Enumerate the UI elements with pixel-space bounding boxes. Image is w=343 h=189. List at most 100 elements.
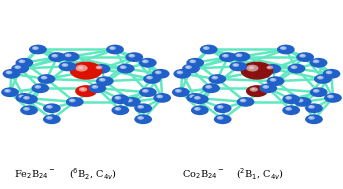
Circle shape (139, 117, 142, 119)
Circle shape (185, 65, 192, 69)
Circle shape (66, 54, 69, 56)
Circle shape (178, 71, 181, 73)
Circle shape (296, 52, 314, 62)
Text: ($^2$B$_1$, C$_{4v}$): ($^2$B$_1$, C$_{4v}$) (236, 167, 284, 182)
Circle shape (237, 97, 255, 107)
Circle shape (15, 93, 33, 103)
Circle shape (241, 99, 244, 101)
Circle shape (96, 66, 103, 69)
Circle shape (249, 66, 254, 69)
Circle shape (282, 105, 300, 115)
Circle shape (314, 60, 317, 62)
Circle shape (88, 83, 106, 93)
Circle shape (189, 95, 196, 98)
Circle shape (267, 66, 273, 69)
Circle shape (106, 45, 124, 54)
Circle shape (15, 58, 33, 68)
Circle shape (4, 89, 11, 93)
Circle shape (287, 64, 305, 74)
Circle shape (200, 45, 217, 54)
Circle shape (191, 105, 209, 115)
Circle shape (236, 53, 243, 57)
Circle shape (23, 107, 30, 111)
Circle shape (47, 117, 50, 119)
Circle shape (233, 63, 239, 67)
Circle shape (308, 116, 315, 120)
Circle shape (38, 74, 56, 84)
Circle shape (212, 76, 218, 80)
Circle shape (262, 85, 269, 89)
Circle shape (172, 87, 190, 97)
Circle shape (191, 95, 194, 97)
Circle shape (194, 96, 201, 100)
Circle shape (309, 106, 312, 108)
Circle shape (96, 76, 114, 86)
Circle shape (139, 58, 157, 68)
Circle shape (214, 103, 232, 113)
Circle shape (314, 74, 332, 84)
Circle shape (53, 55, 56, 56)
Circle shape (117, 64, 134, 74)
Circle shape (224, 55, 227, 56)
Circle shape (326, 70, 332, 74)
Circle shape (115, 107, 121, 111)
Circle shape (263, 64, 281, 74)
Circle shape (62, 52, 80, 62)
Circle shape (309, 117, 312, 119)
Circle shape (20, 94, 38, 104)
Circle shape (313, 89, 320, 93)
Circle shape (327, 95, 334, 98)
Circle shape (318, 77, 321, 78)
Circle shape (20, 95, 23, 97)
Circle shape (78, 66, 83, 69)
Circle shape (3, 69, 20, 79)
Circle shape (66, 97, 84, 107)
Circle shape (234, 64, 237, 66)
Circle shape (186, 58, 204, 68)
Circle shape (92, 85, 98, 89)
Circle shape (46, 116, 53, 120)
Text: ($^6$B$_2$, C$_{4v}$): ($^6$B$_2$, C$_{4v}$) (69, 167, 117, 182)
Circle shape (70, 62, 103, 80)
Circle shape (134, 114, 152, 124)
Circle shape (137, 116, 144, 120)
Circle shape (251, 88, 255, 90)
Circle shape (14, 65, 21, 69)
Circle shape (143, 90, 146, 91)
Circle shape (142, 60, 149, 63)
Circle shape (264, 86, 267, 88)
Circle shape (25, 108, 28, 109)
Circle shape (34, 85, 41, 89)
Circle shape (121, 66, 124, 68)
Circle shape (29, 45, 47, 54)
Circle shape (219, 52, 237, 62)
Circle shape (156, 71, 159, 73)
Circle shape (329, 95, 332, 97)
Circle shape (287, 97, 290, 98)
Circle shape (116, 108, 119, 109)
Circle shape (146, 76, 153, 80)
Circle shape (75, 65, 88, 71)
Circle shape (202, 83, 220, 93)
Circle shape (277, 45, 295, 54)
Circle shape (310, 58, 328, 68)
Circle shape (213, 77, 216, 78)
Circle shape (189, 60, 196, 63)
Circle shape (32, 46, 39, 50)
Circle shape (142, 89, 149, 93)
Circle shape (143, 74, 161, 84)
Text: Fe$_2$B$_{24}$$^-$: Fe$_2$B$_{24}$$^-$ (14, 168, 56, 181)
Circle shape (48, 52, 66, 62)
Circle shape (43, 114, 61, 124)
Circle shape (250, 87, 258, 92)
Circle shape (155, 70, 162, 74)
Circle shape (305, 103, 323, 113)
Circle shape (176, 90, 179, 91)
Circle shape (207, 86, 210, 88)
Circle shape (158, 95, 161, 97)
Circle shape (182, 64, 200, 74)
Circle shape (194, 107, 201, 111)
Circle shape (7, 71, 10, 73)
Circle shape (156, 95, 163, 98)
Circle shape (111, 105, 129, 115)
